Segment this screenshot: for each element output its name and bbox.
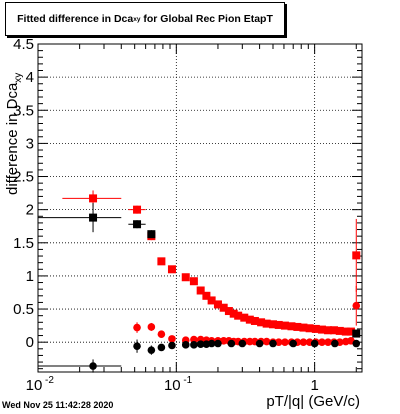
x-tick-label-exponent: -2 — [45, 375, 54, 386]
x-tick-label-exponent: -1 — [183, 375, 192, 386]
y-tick-label: 2.5 — [13, 169, 34, 186]
x-tick-label: 10 — [26, 377, 43, 394]
data-point-square — [202, 291, 211, 300]
data-point-square — [234, 311, 243, 320]
data-point-square — [311, 324, 320, 333]
data-point-circle — [238, 339, 247, 348]
tick-labels: 00.511.522.533.544.510 -2 10 -1 1 — [13, 36, 319, 394]
data-point-square — [245, 315, 254, 324]
data-point-circle — [299, 338, 308, 346]
y-tick-label: 0.5 — [13, 301, 34, 318]
data-point-square — [262, 319, 271, 328]
data-point-circle — [227, 339, 236, 348]
timestamp: Wed Nov 25 11:42:28 2020 — [2, 400, 114, 410]
data-point-circle — [324, 338, 332, 346]
data-point-circle — [310, 339, 319, 348]
data-point-circle — [269, 339, 277, 348]
data-point-square — [224, 307, 233, 316]
title-subscript: xy — [133, 15, 141, 23]
data-point-circle — [147, 323, 156, 331]
data-point-square — [133, 220, 142, 229]
data-point-square — [352, 251, 361, 260]
y-tick-label: 1.5 — [13, 235, 34, 252]
data-point-circle — [214, 339, 222, 348]
data-point-square — [196, 286, 205, 295]
data-point-square — [329, 326, 338, 335]
data-point-square — [133, 205, 142, 214]
y-tick-label: 4 — [26, 69, 34, 86]
data-point-square — [268, 320, 277, 329]
data-point-circle — [181, 341, 190, 349]
data-markers — [89, 194, 361, 370]
data-point-circle — [262, 337, 271, 346]
data-point-square — [167, 265, 176, 274]
data-point-circle — [207, 339, 216, 348]
data-point-square — [287, 322, 296, 331]
data-point-circle — [168, 335, 176, 343]
data-point-square — [229, 309, 238, 318]
data-point-circle — [352, 339, 361, 348]
y-tick-label: 3.5 — [13, 102, 34, 119]
y-tick-label: 4.5 — [13, 36, 34, 53]
data-point-circle — [133, 342, 141, 350]
data-point-circle — [289, 339, 298, 348]
data-point-circle — [89, 362, 97, 370]
grid-lines — [37, 44, 362, 372]
y-axis-label-text: difference in Dca — [4, 82, 21, 195]
y-tick-label: 2 — [26, 202, 34, 219]
y-tick-label: 1 — [26, 268, 34, 285]
title-text: Fitted difference in Dca — [17, 13, 134, 25]
data-point-circle — [331, 339, 339, 348]
data-point-circle — [168, 341, 176, 350]
data-point-square — [341, 327, 350, 336]
y-tick-label: 3 — [26, 135, 34, 152]
data-point-square — [346, 327, 355, 336]
plot-frame — [37, 43, 363, 373]
data-point-circle — [157, 343, 166, 352]
data-point-square — [181, 273, 190, 282]
data-point-square — [89, 213, 98, 222]
chart-title: Fitted difference in Dca xy for Global Re… — [5, 2, 285, 36]
y-axis-label: difference in Dcaxy — [4, 73, 24, 195]
data-point-square — [335, 326, 344, 335]
data-point-circle — [255, 339, 264, 348]
data-point-square — [257, 318, 266, 327]
data-point-square — [207, 296, 216, 305]
data-point-circle — [352, 301, 361, 310]
y-tick-label: 0 — [26, 334, 34, 351]
data-point-circle — [190, 335, 198, 344]
data-point-square — [299, 323, 308, 332]
data-point-circle — [274, 338, 283, 346]
data-point-square — [280, 321, 289, 330]
data-point-circle — [133, 323, 141, 332]
data-point-square — [250, 316, 259, 325]
y-axis-label-subscript: xy — [13, 72, 24, 83]
data-point-square — [274, 320, 283, 329]
axis-ticks — [37, 43, 362, 372]
data-point-square — [324, 326, 333, 335]
data-point-square — [293, 322, 302, 331]
title-tail: for Global Rec Pion EtapT — [143, 13, 273, 25]
x-tick-label: 1 — [310, 377, 318, 394]
x-tick-label: 10 — [164, 377, 181, 394]
data-point-square — [89, 194, 98, 203]
data-point-circle — [318, 338, 326, 346]
data-point-circle — [281, 338, 289, 346]
data-point-circle — [219, 337, 228, 345]
data-point-circle — [190, 341, 198, 349]
data-point-square — [317, 325, 326, 334]
data-point-circle — [196, 340, 205, 348]
data-point-circle — [157, 330, 166, 339]
data-point-square — [157, 257, 166, 266]
data-point-square — [147, 230, 156, 239]
data-point-square — [189, 277, 198, 286]
data-point-square — [240, 313, 249, 322]
data-point-circle — [147, 346, 156, 354]
data-point-square — [352, 329, 361, 338]
data-point-square — [219, 303, 228, 312]
x-axis-label: pT/|q| (GeV/c) — [266, 393, 360, 410]
data-point-square — [305, 324, 314, 333]
data-point-square — [213, 300, 222, 309]
